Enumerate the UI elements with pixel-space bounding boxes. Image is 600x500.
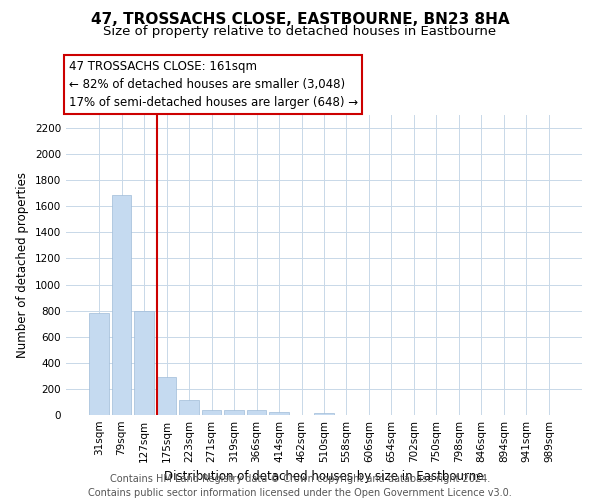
- Text: 47 TROSSACHS CLOSE: 161sqm
← 82% of detached houses are smaller (3,048)
17% of s: 47 TROSSACHS CLOSE: 161sqm ← 82% of deta…: [68, 60, 358, 109]
- Bar: [247, 410, 266, 415]
- Text: 47, TROSSACHS CLOSE, EASTBOURNE, BN23 8HA: 47, TROSSACHS CLOSE, EASTBOURNE, BN23 8H…: [91, 12, 509, 28]
- X-axis label: Distribution of detached houses by size in Eastbourne: Distribution of detached houses by size …: [164, 470, 484, 484]
- Bar: [89, 314, 109, 415]
- Text: Contains HM Land Registry data © Crown copyright and database right 2024.
Contai: Contains HM Land Registry data © Crown c…: [88, 474, 512, 498]
- Bar: [269, 412, 289, 415]
- Bar: [179, 400, 199, 415]
- Y-axis label: Number of detached properties: Number of detached properties: [16, 172, 29, 358]
- Text: Size of property relative to detached houses in Eastbourne: Size of property relative to detached ho…: [103, 25, 497, 38]
- Bar: [112, 194, 131, 415]
- Bar: [157, 376, 176, 415]
- Bar: [202, 410, 221, 415]
- Bar: [224, 410, 244, 415]
- Bar: [314, 414, 334, 415]
- Bar: [134, 310, 154, 415]
